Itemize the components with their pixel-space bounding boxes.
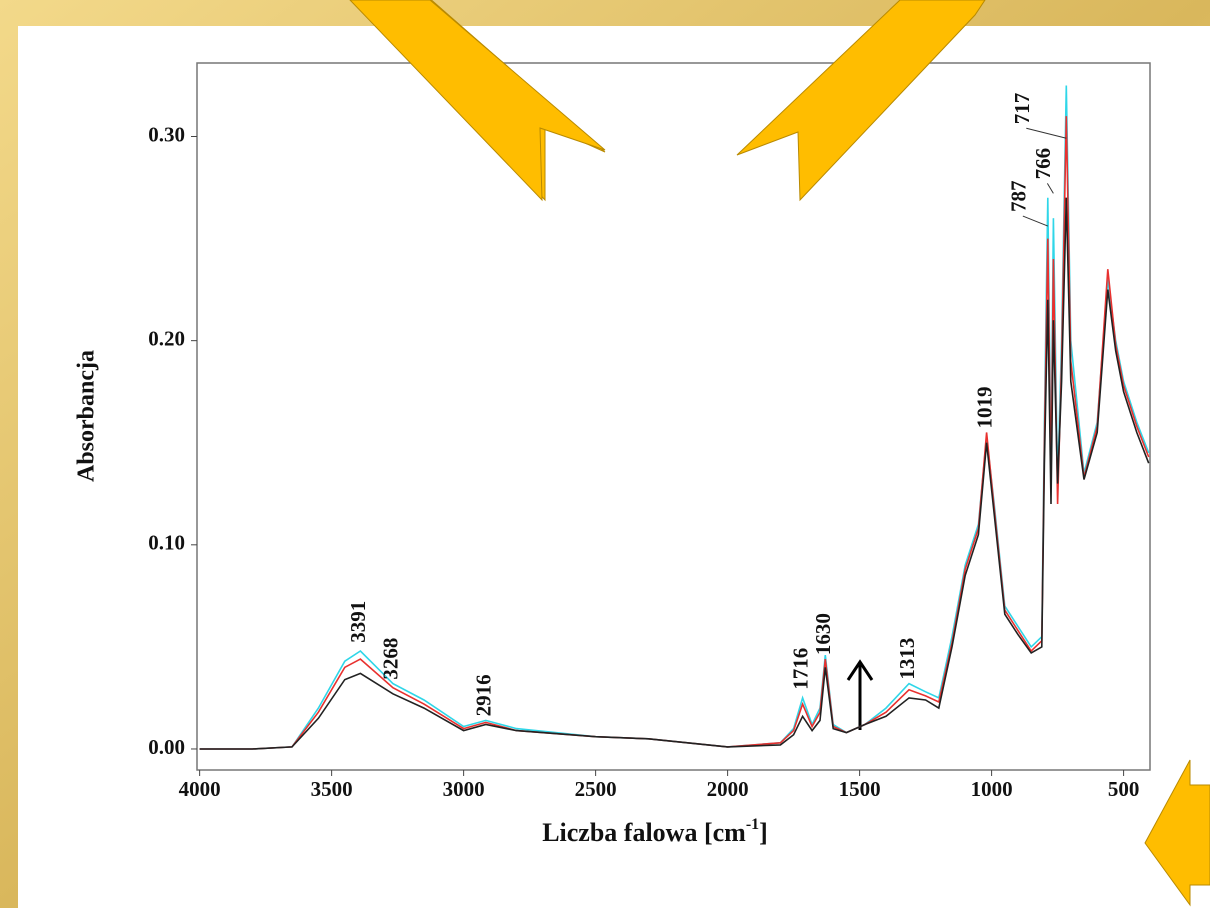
plot-frame — [196, 62, 1151, 771]
peak-label: 766 — [1031, 148, 1055, 180]
y-tick-label: 0.00 — [148, 735, 185, 759]
leader-line — [1026, 127, 1067, 139]
x-tick-label: 500 — [1108, 777, 1140, 801]
peak-label: 1019 — [972, 386, 996, 428]
x-axis-label-sup: -1 — [746, 816, 759, 833]
peak-label: 3391 — [346, 601, 370, 643]
x-tick-label: 2000 — [707, 777, 749, 801]
peak-label: 1630 — [811, 613, 835, 655]
peak-label: 1313 — [895, 638, 919, 680]
arrow-left-body — [349, 0, 606, 202]
leader-line — [1022, 215, 1049, 227]
leader-line — [1046, 183, 1054, 194]
panel — [18, 26, 1210, 908]
arrow-right — [736, 0, 986, 202]
spectrum-line — [199, 116, 1150, 750]
x-tick-label: 1500 — [839, 777, 881, 801]
peak-label: 2916 — [472, 674, 496, 716]
peak-label: 717 — [1010, 93, 1034, 125]
x-tick-label: 3000 — [443, 777, 485, 801]
x-tick-label: 3500 — [311, 777, 353, 801]
spectrum-line — [199, 197, 1150, 750]
x-axis-label-text: Liczba falowa [cm — [542, 818, 746, 847]
x-tick-label: 2500 — [575, 777, 617, 801]
y-axis-label: Absorbancja — [74, 350, 100, 482]
x-axis-label: Liczba falowa [cm-1] — [542, 816, 768, 847]
y-tick-label: 0.10 — [148, 531, 185, 555]
trend-arrow-head — [846, 659, 874, 681]
peak-label: 3268 — [379, 638, 403, 680]
y-tick-label: 0.20 — [148, 326, 185, 350]
y-tick-label: 0.30 — [148, 122, 185, 146]
x-axis-label-end: ] — [759, 818, 768, 847]
arrow-bottom — [1144, 759, 1210, 907]
peak-label: 787 — [1007, 181, 1031, 213]
peak-label: 1716 — [788, 648, 812, 690]
x-tick-label: 4000 — [179, 777, 221, 801]
x-tick-label: 1000 — [971, 777, 1013, 801]
